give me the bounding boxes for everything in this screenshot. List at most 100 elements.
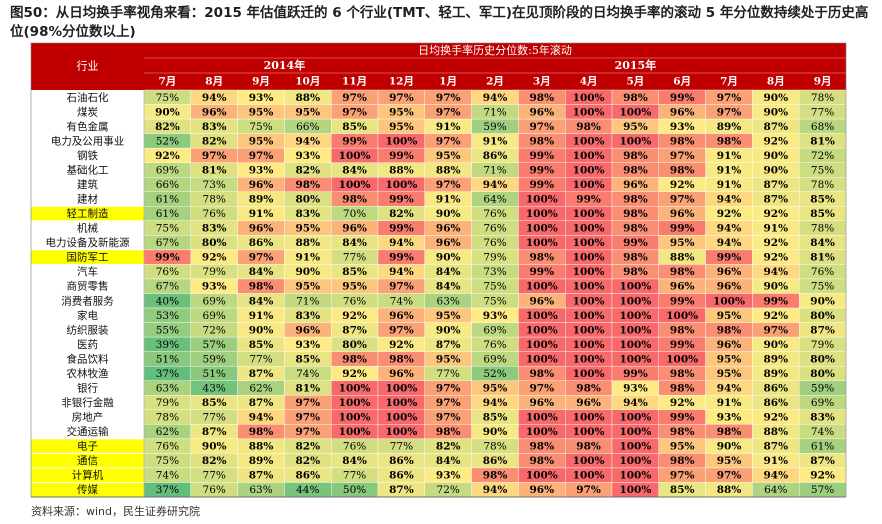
cell-value: 98% — [670, 426, 695, 438]
cell-value: 97% — [436, 106, 461, 118]
cell-value: 89% — [764, 368, 789, 380]
cell-value: 91% — [249, 208, 274, 220]
cell-value: 91% — [717, 397, 742, 409]
cell-value: 95% — [670, 441, 695, 453]
row-label: 煤炭 — [77, 105, 98, 118]
cell-value: 100% — [385, 412, 417, 424]
cell-value: 93% — [249, 164, 274, 176]
cell-value: 100% — [573, 208, 605, 220]
cell-value: 86% — [483, 455, 508, 467]
cell-value: 100% — [339, 179, 371, 191]
cell-value: 76% — [156, 441, 179, 453]
cell-value: 100% — [573, 135, 605, 147]
cell-value: 97% — [670, 470, 695, 482]
cell-value: 90% — [764, 281, 789, 293]
cell-value: 100% — [666, 353, 698, 365]
row-label: 基础化工 — [67, 163, 109, 176]
cell-value: 97% — [389, 92, 414, 104]
month-label: 8月 — [767, 76, 785, 88]
cell-value: 80% — [810, 310, 835, 322]
cell-value: 92% — [155, 150, 180, 162]
cell-value: 69% — [483, 353, 506, 365]
cell-value: 94% — [249, 412, 274, 424]
cell-value: 95% — [436, 310, 461, 322]
cell-value: 86% — [249, 237, 274, 249]
month-label: 9月 — [252, 76, 270, 88]
cell-value: 98% — [623, 150, 648, 162]
cell-value: 100% — [619, 295, 651, 307]
cell-value: 97% — [296, 397, 321, 409]
cell-value: 98% — [342, 194, 367, 206]
cell-value: 52% — [156, 135, 179, 147]
cell-value: 99% — [389, 194, 414, 206]
cell-value: 98% — [717, 324, 742, 336]
cell-value: 97% — [576, 484, 601, 496]
cell-value: 98% — [670, 135, 695, 147]
cell-value: 92% — [342, 368, 367, 380]
cell-value: 85% — [249, 339, 274, 351]
cell-value: 93% — [249, 92, 274, 104]
cell-value: 88% — [670, 252, 695, 264]
cell-value: 37% — [156, 368, 179, 380]
cell-value: 87% — [249, 368, 274, 380]
cell-value: 85% — [670, 484, 695, 496]
cell-value: 85% — [483, 412, 508, 424]
cell-value: 69% — [156, 164, 179, 176]
cell-value: 100% — [339, 150, 371, 162]
cell-value: 91% — [717, 150, 742, 162]
month-label: 2月 — [486, 76, 504, 88]
cell-value: 82% — [389, 208, 414, 220]
cell-value: 100% — [573, 266, 605, 278]
cell-value: 97% — [530, 382, 555, 394]
cell-value: 75% — [483, 295, 506, 307]
cell-value: 85% — [342, 121, 367, 133]
cell-value: 76% — [203, 208, 226, 220]
month-label: 1月 — [439, 76, 457, 88]
cell-value: 100% — [385, 382, 417, 394]
cell-value: 50% — [343, 484, 366, 496]
cell-value: 80% — [202, 237, 227, 249]
cell-value: 75% — [156, 455, 179, 467]
cell-value: 80% — [296, 194, 321, 206]
cell-value: 72% — [203, 324, 226, 336]
cell-value: 100% — [573, 368, 605, 380]
row-label: 银行 — [77, 381, 98, 394]
cell-value: 84% — [436, 455, 461, 467]
source-note: 资料来源：wind，民生证券研究院 — [31, 505, 201, 518]
cell-value: 78% — [811, 223, 834, 235]
cell-value: 75% — [156, 223, 179, 235]
cell-value: 90% — [296, 266, 321, 278]
cell-value: 100% — [573, 426, 605, 438]
row-label: 食品饮料 — [67, 352, 109, 365]
cell-value: 62% — [249, 382, 272, 394]
cell-value: 99% — [530, 179, 555, 191]
cell-value: 77% — [437, 368, 460, 380]
cell-value: 94% — [764, 470, 789, 482]
cell-value: 96% — [389, 310, 414, 322]
cell-value: 87% — [202, 426, 227, 438]
cell-value: 78% — [156, 412, 179, 424]
cell-value: 98% — [623, 194, 648, 206]
cell-value: 90% — [764, 164, 789, 176]
cell-value: 100% — [573, 470, 605, 482]
cell-value: 99% — [764, 295, 789, 307]
month-label: 12月 — [389, 76, 414, 88]
row-label: 家电 — [77, 309, 98, 322]
row-label: 电力设备及新能源 — [46, 236, 130, 249]
cell-value: 99% — [670, 92, 695, 104]
cell-value: 86% — [483, 150, 508, 162]
cell-value: 96% — [436, 223, 461, 235]
cell-value: 90% — [155, 106, 180, 118]
cell-value: 98% — [389, 353, 414, 365]
cell-value: 96% — [576, 397, 601, 409]
cell-value: 100% — [339, 412, 371, 424]
cell-value: 91% — [717, 179, 742, 191]
cell-value: 76% — [343, 441, 366, 453]
cell-value: 79% — [156, 397, 179, 409]
cell-value: 100% — [619, 470, 651, 482]
cell-value: 61% — [156, 208, 179, 220]
row-label: 钢铁 — [77, 149, 98, 162]
cell-value: 44% — [296, 484, 319, 496]
cell-value: 91% — [436, 194, 461, 206]
